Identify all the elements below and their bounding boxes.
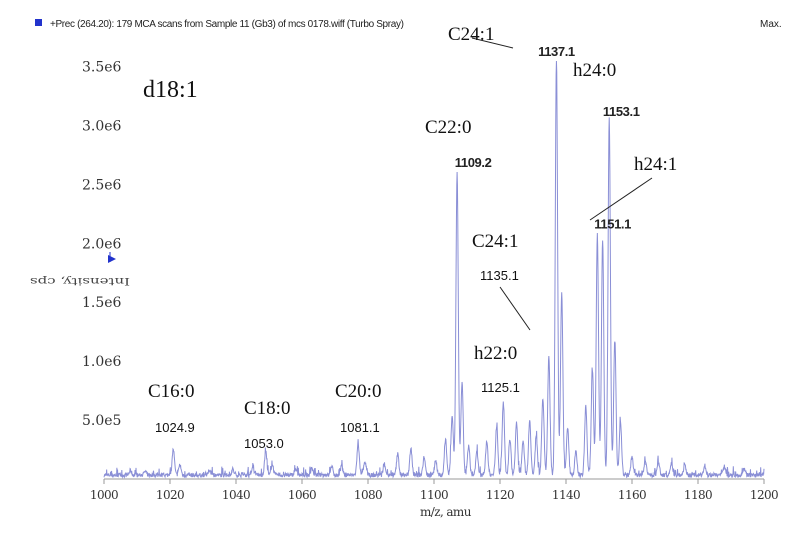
x-tick-label: 1200 (750, 488, 778, 502)
y-tick-label: 5.0e5 (82, 413, 121, 429)
leader-line-c24-1-top (471, 37, 514, 49)
annotation-c16-0: C16:0 (148, 381, 194, 402)
x-tick-label: 1000 (90, 488, 118, 502)
annotation-mz-1053: 1053.0 (244, 436, 284, 451)
y-axis-arrow-icon (108, 255, 116, 263)
y-tick-labels: 5.0e5 1.0e6 1.5e6 2.0e6 2.5e6 3.0e6 3.5e6 (82, 60, 122, 430)
peak-label: 1151.1 (594, 216, 631, 231)
spectrum-line (103, 61, 765, 480)
series-marker-icon (35, 19, 42, 26)
annotation-c22-0: C22:0 (425, 117, 471, 138)
annotation-h24-1: h24:1 (634, 154, 677, 175)
annotation-h24-0: h24:0 (573, 60, 616, 81)
x-tick-label: 1120 (486, 488, 514, 502)
annotation-mz-1135: 1135.1 (480, 268, 519, 283)
x-tick-labels: 1000 1020 1040 1060 1080 1100 1120 1140 1160 1180… (90, 479, 779, 502)
scan-title: +Prec (264.20): 179 MCA scans from Sampl… (50, 19, 404, 30)
y-axis-title: Intensity, cps (30, 275, 130, 286)
peak-labels: 1137.1 1153.1 1109.2 1151.1 (455, 44, 640, 231)
annotation-mz-1125: 1125.1 (481, 380, 520, 395)
leader-line-1135 (499, 286, 531, 331)
y-tick-label: 3.5e6 (82, 60, 122, 76)
annotation-mz-1024: 1024.9 (155, 420, 195, 435)
y-tick-label: 1.5e6 (82, 295, 122, 311)
annotation-c18-0: C18:0 (244, 398, 290, 419)
peak-label: 1109.2 (455, 155, 492, 170)
x-tick-label: 1040 (222, 488, 250, 502)
y-tick-label: 2.5e6 (82, 177, 122, 193)
spectrum-trace (103, 61, 765, 480)
x-tick-label: 1180 (684, 488, 712, 502)
peak-label: 1137.1 (538, 44, 575, 59)
annotation-c24-1-mid: C24:1 (472, 231, 518, 252)
x-tick-label: 1060 (288, 488, 316, 502)
x-tick-label: 1080 (354, 488, 382, 502)
x-axis-title: m/z, amu (420, 505, 472, 519)
y-tick-label: 1.0e6 (82, 354, 122, 370)
annotation-mz-1081: 1081.1 (340, 420, 380, 435)
max-label: Max. (760, 19, 782, 30)
annotation-d18-1: d18:1 (143, 77, 198, 103)
annotation-c20-0: C20:0 (335, 381, 381, 402)
x-tick-label: 1160 (618, 488, 646, 502)
annotation-c24-1-top: C24:1 (448, 24, 494, 45)
x-tick-label: 1100 (420, 488, 448, 502)
y-tick-label: 3.0e6 (82, 118, 122, 134)
leader-line-h24-1 (589, 177, 653, 221)
annotation-h22-0: h22:0 (474, 343, 517, 364)
y-tick-label: 2.0e6 (82, 236, 122, 252)
x-tick-label: 1140 (552, 488, 580, 502)
x-tick-label: 1020 (156, 488, 184, 502)
peak-label: 1153.1 (603, 104, 640, 119)
